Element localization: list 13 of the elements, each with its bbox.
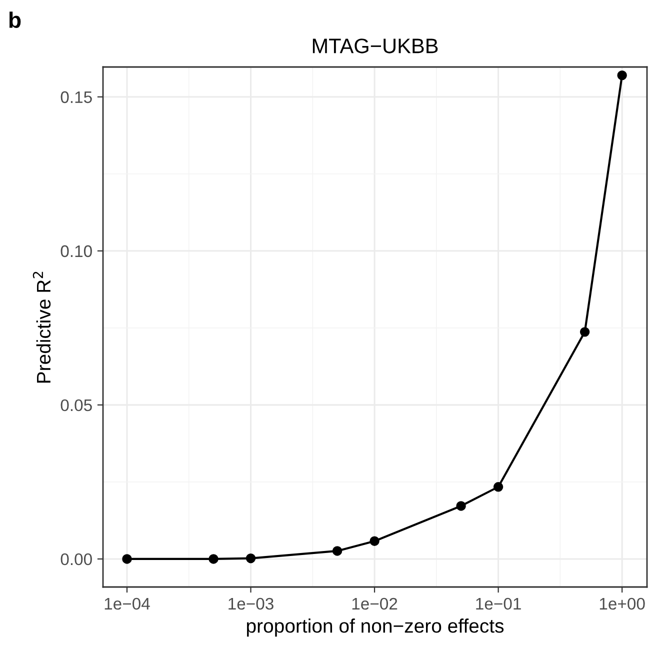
y-tick-label: 0.05 — [60, 399, 92, 412]
x-tick-label: 1e−01 — [476, 598, 521, 610]
x-tick-label: 1e−04 — [104, 598, 150, 610]
x-axis-title: proportion of non−zero effects — [246, 618, 504, 637]
y-axis-title: Predictive R$^{2}$ — [32, 272, 51, 383]
y-tick-label: 0.15 — [60, 91, 92, 104]
x-tick-label: 1e−03 — [228, 598, 274, 610]
x-tick-label: 1e−02 — [352, 598, 398, 610]
chart-title: MTAG−UKBB — [312, 38, 438, 54]
y-tick-label: 0.10 — [60, 245, 92, 258]
y-tick-label: 0.00 — [60, 553, 92, 566]
text: b — [9, 12, 21, 28]
x-tick-label: 1e+00 — [600, 598, 645, 610]
